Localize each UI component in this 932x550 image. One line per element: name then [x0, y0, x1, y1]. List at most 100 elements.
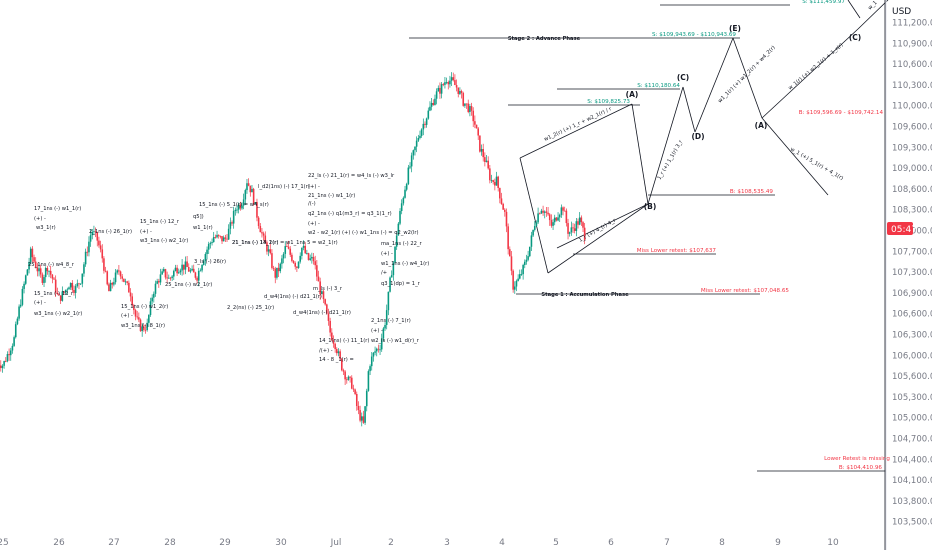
candle-body[interactable]: [399, 210, 401, 224]
candle-body[interactable]: [289, 248, 292, 255]
candle-body[interactable]: [187, 266, 190, 272]
candle-body[interactable]: [479, 135, 481, 152]
candle-body[interactable]: [172, 270, 175, 277]
candle-body[interactable]: [334, 343, 336, 350]
candle-body[interactable]: [350, 377, 353, 389]
candle-body[interactable]: [99, 245, 102, 250]
candle-body[interactable]: [64, 289, 67, 293]
candle-body[interactable]: [402, 197, 405, 204]
candle-body[interactable]: [485, 160, 488, 162]
candle-body[interactable]: [18, 306, 20, 319]
candle-body[interactable]: [548, 214, 551, 221]
candle-body[interactable]: [489, 168, 491, 181]
candle-body[interactable]: [582, 222, 584, 228]
candle-body[interactable]: [387, 291, 390, 311]
candle-body[interactable]: [447, 82, 450, 85]
candle-body[interactable]: [8, 354, 10, 356]
candle-body[interactable]: [124, 281, 127, 283]
candle-body[interactable]: [286, 246, 288, 247]
candle-body[interactable]: [469, 106, 471, 112]
candle-body[interactable]: [68, 287, 70, 290]
candle-body[interactable]: [404, 189, 406, 198]
candle-body[interactable]: [407, 167, 410, 185]
candle-body[interactable]: [272, 267, 275, 269]
candle-body[interactable]: [108, 284, 110, 292]
candle-body[interactable]: [24, 275, 27, 284]
candle-body[interactable]: [583, 227, 586, 240]
candle-body[interactable]: [352, 388, 355, 390]
candle-body[interactable]: [256, 202, 258, 218]
candle-body[interactable]: [291, 254, 293, 261]
candle-body[interactable]: [98, 240, 100, 246]
candle-body[interactable]: [400, 203, 403, 211]
candle-body[interactable]: [329, 320, 331, 333]
candle-body[interactable]: [242, 199, 245, 206]
candle-body[interactable]: [76, 283, 79, 287]
candle-body[interactable]: [241, 205, 243, 209]
candle-body[interactable]: [474, 121, 476, 125]
candle-body[interactable]: [525, 259, 528, 262]
candle-body[interactable]: [36, 267, 39, 272]
candle-body[interactable]: [269, 249, 272, 254]
candle-body[interactable]: [277, 267, 280, 272]
candle-body[interactable]: [61, 291, 64, 301]
candle-body[interactable]: [39, 268, 42, 275]
candle-body[interactable]: [166, 277, 168, 279]
candle-body[interactable]: [440, 84, 443, 94]
candle-body[interactable]: [339, 351, 341, 359]
candle-body[interactable]: [171, 276, 173, 278]
candle-body[interactable]: [94, 231, 97, 233]
candle-body[interactable]: [109, 282, 112, 292]
candle-body[interactable]: [552, 222, 554, 226]
candle-body[interactable]: [477, 128, 480, 136]
candle-body[interactable]: [221, 236, 223, 242]
candle-body[interactable]: [540, 210, 543, 214]
candle-body[interactable]: [444, 82, 446, 85]
candle-body[interactable]: [96, 232, 99, 241]
candle-body[interactable]: [257, 217, 260, 226]
candle-body[interactable]: [327, 313, 330, 321]
candle-body[interactable]: [128, 282, 130, 293]
candle-body[interactable]: [41, 274, 44, 283]
candle-body[interactable]: [201, 264, 203, 271]
candle-body[interactable]: [134, 310, 137, 317]
candle-body[interactable]: [344, 371, 346, 380]
candle-body[interactable]: [51, 274, 54, 279]
candle-body[interactable]: [394, 246, 396, 263]
candle-body[interactable]: [267, 249, 270, 252]
candle-body[interactable]: [565, 210, 568, 224]
candle-body[interactable]: [322, 291, 325, 300]
candle-body[interactable]: [557, 217, 559, 221]
candle-body[interactable]: [324, 299, 326, 305]
candle-body[interactable]: [379, 349, 381, 351]
candle-body[interactable]: [149, 301, 152, 315]
candle-body[interactable]: [161, 271, 163, 275]
candle-body[interactable]: [19, 304, 22, 307]
candle-body[interactable]: [430, 102, 433, 107]
candle-body[interactable]: [78, 283, 80, 285]
candle-body[interactable]: [282, 253, 285, 259]
candle-body[interactable]: [179, 270, 182, 273]
candle-body[interactable]: [545, 211, 548, 213]
candle-body[interactable]: [514, 286, 516, 290]
candle-body[interactable]: [206, 249, 208, 255]
candle-body[interactable]: [580, 217, 583, 223]
candle-body[interactable]: [452, 77, 455, 81]
candle-body[interactable]: [177, 272, 180, 274]
candle-body[interactable]: [163, 269, 165, 272]
candle-body[interactable]: [86, 251, 89, 253]
candle-body[interactable]: [429, 106, 431, 111]
candle-body[interactable]: [509, 249, 511, 257]
candle-body[interactable]: [340, 358, 343, 371]
candle-body[interactable]: [159, 274, 162, 283]
candle-body[interactable]: [71, 282, 74, 291]
candle-body[interactable]: [302, 245, 305, 248]
candle-body[interactable]: [314, 261, 316, 266]
candle-body[interactable]: [297, 261, 300, 268]
candle-body[interactable]: [336, 349, 338, 354]
candle-body[interactable]: [153, 293, 155, 298]
candle-body[interactable]: [507, 226, 509, 250]
candle-body[interactable]: [1, 365, 4, 369]
candle-body[interactable]: [43, 277, 45, 283]
candle-body[interactable]: [174, 267, 177, 271]
